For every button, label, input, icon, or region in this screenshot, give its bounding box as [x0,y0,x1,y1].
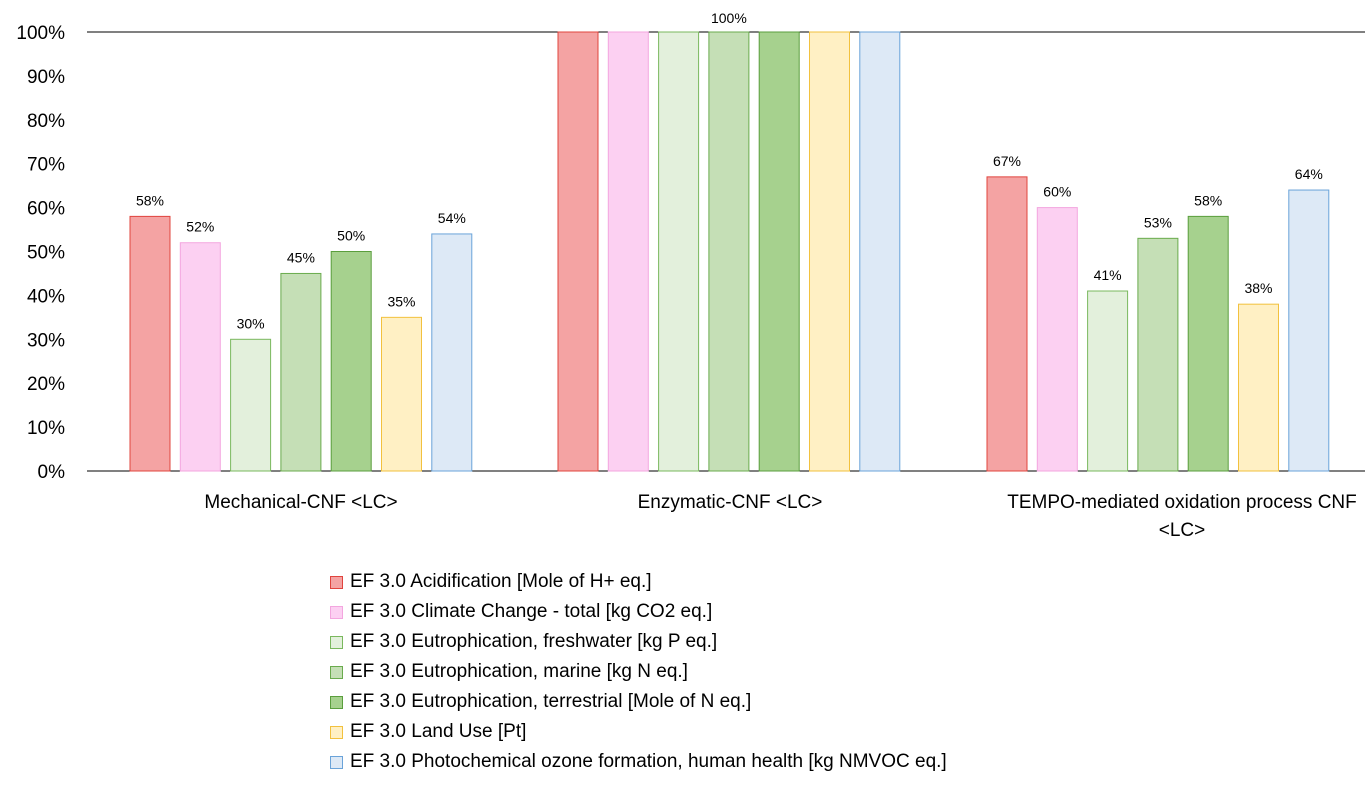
bar [758,31,800,472]
y-tick-label: 10% [27,418,65,439]
y-tick-label: 50% [27,243,65,264]
legend-label: EF 3.0 Eutrophication, freshwater [kg P … [350,631,718,652]
legend-item: EF 3.0 Photochemical ozone formation, hu… [330,747,947,777]
bar [1238,303,1279,472]
bar [431,233,473,472]
bar [607,31,649,472]
bar-value-label: 38% [1244,280,1272,296]
bar-value-label: 64% [1295,166,1323,182]
chart-legend: EF 3.0 Acidification [Mole of H+ eq.] EF … [330,567,947,777]
bar [1187,215,1229,472]
bar [557,31,599,472]
y-tick-label: 80% [27,111,65,132]
bars-group [129,31,1330,472]
bar-value-label: 54% [438,210,466,226]
bar [658,31,700,472]
bar [1137,237,1179,472]
bar-chart: 0% 10% 20% 30% 40% 50% 60% 70% 80% 90% 100% 58% 67%… [16,10,1365,541]
y-tick-label: 100% [16,23,65,44]
bar [381,316,422,472]
bar-value-label: 45% [287,249,315,265]
bar-value-label: 41% [1094,267,1122,283]
group-value-label: 100% [711,10,747,26]
legend-swatch [330,725,343,739]
legend-item: EF 3.0 Acidification [Mole of H+ eq.] [330,567,947,597]
legend-swatch [330,605,343,619]
bar [708,31,750,472]
legend-swatch [330,635,343,649]
legend-label: EF 3.0 Photochemical ozone formation, hu… [350,751,947,772]
y-tick-label: 40% [27,286,65,307]
bar-value-label: 50% [337,228,365,244]
y-axis-ticks: 0% 10% 20% 30% 40% 50% 60% 70% 80% 90% 100% [16,23,65,483]
legend-label: EF 3.0 Eutrophication, marine [kg N eq.] [350,661,688,682]
legend-label: EF 3.0 Acidification [Mole of H+ eq.] [350,571,652,592]
legend-swatch [330,575,343,589]
bar [129,215,171,472]
legend-item: EF 3.0 Climate Change - total [kg CO2 eq… [330,597,947,627]
legend-label: EF 3.0 Land Use [Pt] [350,721,527,742]
y-tick-label: 20% [27,374,65,395]
bar [859,31,901,472]
legend-item: EF 3.0 Eutrophication, marine [kg N eq.] [330,657,947,687]
bar-value-label: 52% [186,219,214,235]
category-label: Enzymatic-CNF <LC> [638,492,823,513]
bar [1036,207,1078,472]
y-tick-label: 70% [27,155,65,176]
y-tick-label: 0% [38,462,66,483]
bar-value-label: 60% [1043,184,1071,200]
category-label: <LC> [1159,520,1205,541]
bar [986,176,1028,472]
category-label: TEMPO-mediated oxidation process CNF [1007,492,1357,513]
bar-value-label: 35% [387,293,415,309]
legend-item: EF 3.0 Land Use [Pt] [330,717,947,747]
bar [1087,290,1129,472]
bar-value-label: 30% [237,315,265,331]
legend-item: EF 3.0 Eutrophication, freshwater [kg P … [330,627,947,657]
legend-item: EF 3.0 Eutrophication, terrestrial [Mole… [330,687,947,717]
y-tick-label: 60% [27,199,65,220]
bar-value-label: 58% [1194,192,1222,208]
category-label: Mechanical-CNF <LC> [204,492,397,513]
bar [230,338,272,472]
legend-label: EF 3.0 Climate Change - total [kg CO2 eq… [350,601,713,622]
bar [179,242,221,472]
legend-label: EF 3.0 Eutrophication, terrestrial [Mole… [350,691,752,712]
y-tick-label: 90% [27,67,65,88]
bar-value-label: 53% [1144,214,1172,230]
bar [1288,189,1330,472]
legend-swatch [330,755,343,769]
x-axis-category-labels: Mechanical-CNF <LC> Enzymatic-CNF <LC> TEM… [204,492,1356,541]
y-tick-label: 30% [27,330,65,351]
bar-value-label: 58% [136,192,164,208]
bar [330,251,372,472]
legend-swatch [330,695,343,709]
bar-value-label: 67% [993,153,1021,169]
data-labels-group: 58% 67% 52% 60% 30% 41% 45% 53% 50% 58% 35% 38% 54% 6… [136,10,1323,331]
legend-swatch [330,665,343,679]
bar [809,31,850,472]
bar [280,272,322,472]
